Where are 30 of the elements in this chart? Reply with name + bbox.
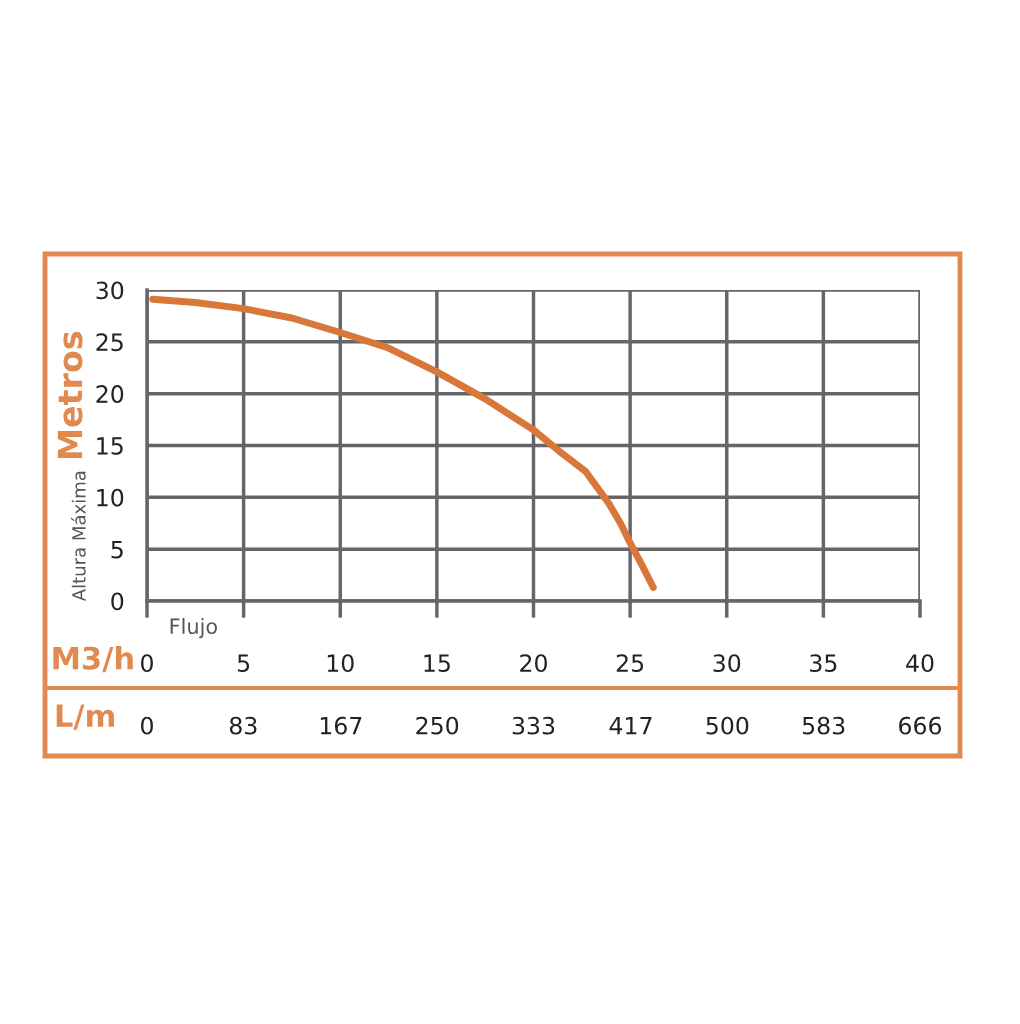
x2-tick-label: 333	[512, 716, 555, 735]
x-tick-label: 40	[906, 654, 934, 673]
x2-tick-label: 0	[141, 716, 153, 735]
x2-axis-title: L/m	[56, 704, 114, 730]
x2-tick-label: 417	[609, 717, 652, 735]
y-axis-title: Metros	[57, 331, 83, 459]
y-tick-label: 0	[111, 592, 124, 611]
y-tick-label: 5	[111, 540, 123, 559]
x2-tick-label: 250	[416, 716, 459, 735]
x2-tick-label: 167	[320, 716, 362, 735]
x2-tick-label: 83	[229, 716, 257, 735]
y-tick-label: 30	[96, 281, 124, 300]
y-tick-label: 15	[97, 437, 123, 455]
x-tick-label: 5	[237, 654, 250, 673]
x2-tick-label: 500	[706, 716, 749, 735]
x-tick-label: 20	[520, 654, 547, 673]
x-tick-label: 30	[713, 654, 741, 673]
x-tick-label: 35	[810, 654, 837, 673]
x-tick-label: 15	[424, 654, 450, 673]
text: Flujo	[170, 617, 217, 639]
y-tick-label: 20	[96, 385, 124, 403]
x2-tick-label: 666	[899, 716, 942, 735]
y-tick-label: 25	[96, 333, 123, 352]
x-tick-label: 25	[616, 654, 644, 673]
x2-tick-label: 583	[802, 716, 845, 735]
x-tick-label: 0	[141, 654, 153, 673]
x-axis-title: M3/h	[53, 646, 133, 673]
x-tick-label: 10	[327, 654, 354, 673]
y-tick-label: 10	[97, 488, 124, 507]
text: Altura Máxima	[71, 471, 86, 602]
